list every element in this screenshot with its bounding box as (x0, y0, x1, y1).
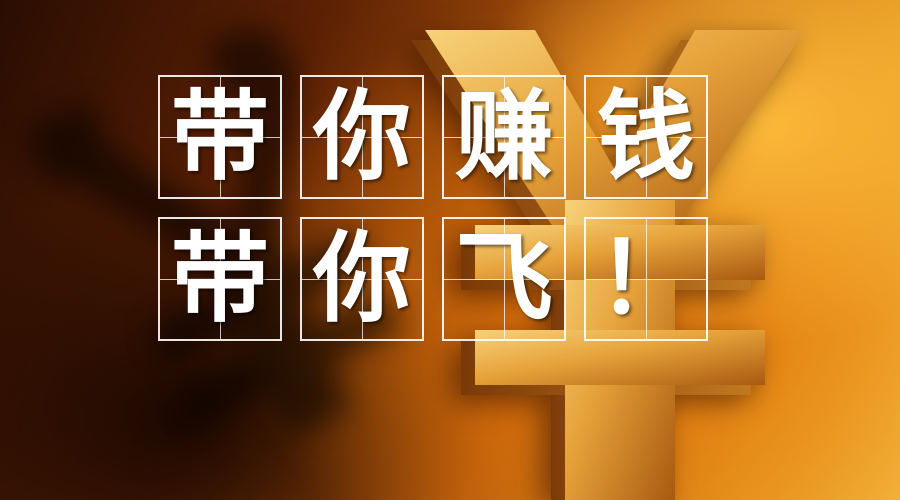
grid-cell: 带 (158, 75, 282, 199)
grid-cell: 带 (158, 217, 282, 341)
headline-char: 飞 (454, 222, 553, 336)
headline-char: 钱 (596, 80, 695, 194)
headline-char: 带 (170, 222, 269, 336)
grid-cell: 钱 (584, 75, 708, 199)
headline-char: 带 (170, 80, 269, 194)
headline-char: 你 (312, 80, 411, 194)
headline-char: ！ (596, 222, 695, 336)
headline-char: 你 (312, 222, 411, 336)
grid-cell: 你 (300, 75, 424, 199)
grid-cell: ！ (584, 217, 708, 341)
grid-cell: 赚 (442, 75, 566, 199)
headline-grid: 带 你 赚 钱 带 你 飞 ！ (158, 75, 718, 345)
grid-cell: 你 (300, 217, 424, 341)
yen-sign-icon (411, 30, 805, 500)
headline-char: 赚 (454, 80, 553, 194)
grid-cell: 飞 (442, 217, 566, 341)
